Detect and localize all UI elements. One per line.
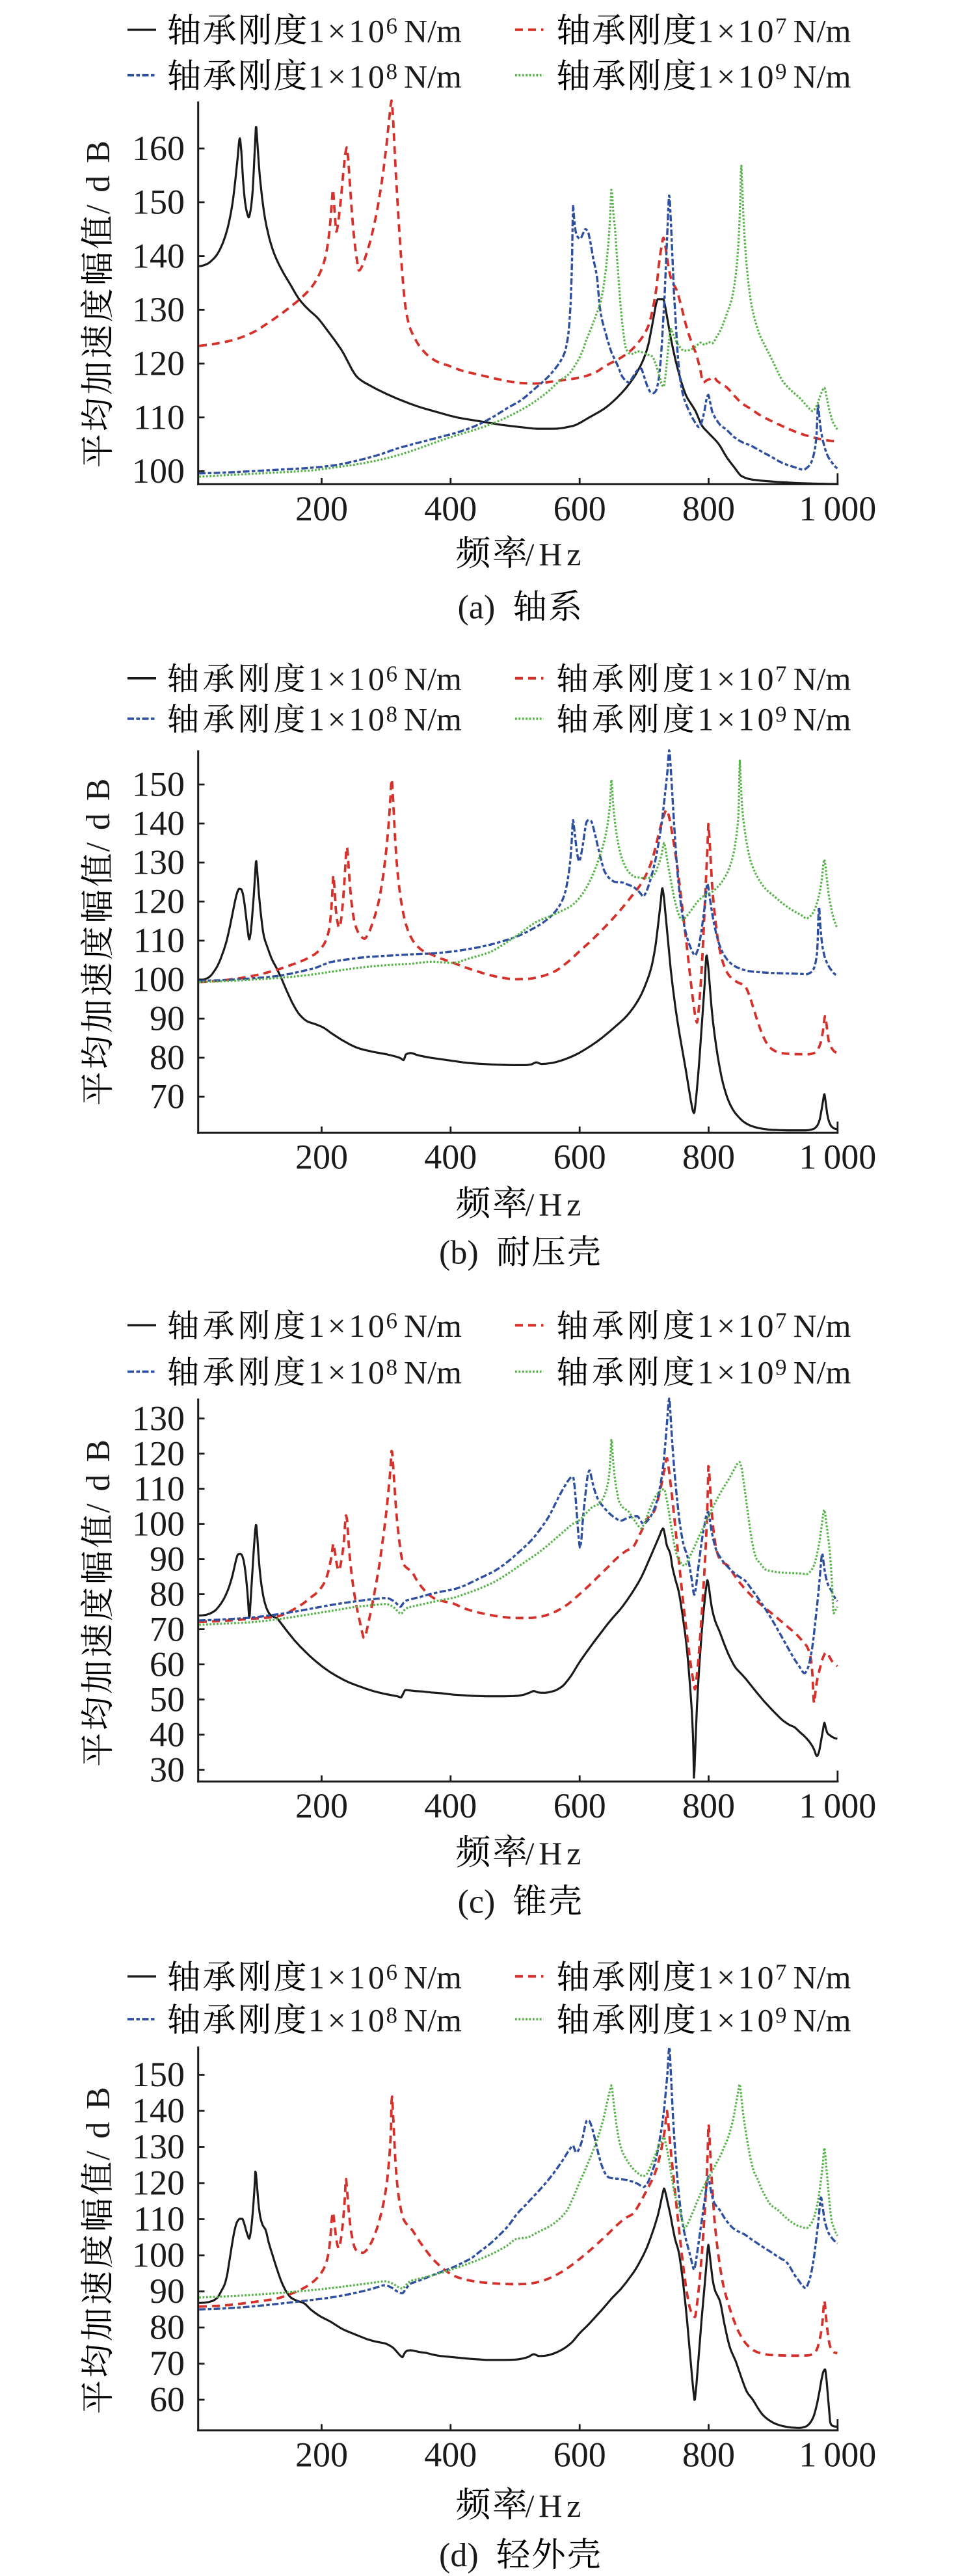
svg-text:6: 6	[386, 661, 398, 686]
svg-text:120: 120	[132, 344, 185, 383]
svg-text:8: 8	[386, 1354, 398, 1380]
svg-text:200: 200	[295, 1138, 348, 1177]
svg-text:6: 6	[386, 14, 398, 39]
svg-text:N/m: N/m	[397, 1959, 462, 1996]
svg-text:8: 8	[386, 702, 398, 727]
svg-text:200: 200	[295, 2435, 348, 2474]
svg-text:7: 7	[775, 1960, 787, 1985]
svg-text:130: 130	[132, 2127, 185, 2166]
svg-text:N/m: N/m	[787, 1959, 851, 1996]
svg-text:60: 60	[150, 2380, 185, 2419]
svg-text:60: 60	[150, 1644, 185, 1684]
svg-text:120: 120	[132, 882, 185, 921]
svg-text:N/m: N/m	[787, 59, 851, 95]
svg-text:/Hz: /Hz	[526, 2488, 581, 2524]
svg-text:70: 70	[150, 1609, 185, 1648]
svg-text:N/m: N/m	[397, 2002, 462, 2039]
svg-text:130: 130	[132, 1399, 185, 1438]
svg-text:N/m: N/m	[787, 1308, 851, 1344]
svg-text:600: 600	[553, 2435, 606, 2474]
svg-text:N/m: N/m	[787, 660, 851, 697]
svg-text:90: 90	[150, 2272, 185, 2311]
svg-text:200: 200	[295, 489, 348, 528]
svg-text:600: 600	[553, 1138, 606, 1177]
svg-text:(b): (b)	[439, 1235, 479, 1272]
svg-text:400: 400	[424, 489, 477, 528]
svg-text:140: 140	[132, 236, 185, 275]
svg-text:N/m: N/m	[397, 1308, 462, 1344]
svg-text:70: 70	[150, 1077, 185, 1116]
svg-text:N/m: N/m	[397, 13, 462, 49]
svg-text:30: 30	[150, 1750, 185, 1789]
svg-text:150: 150	[132, 765, 185, 804]
svg-text:9: 9	[775, 2003, 787, 2028]
svg-text:110: 110	[133, 921, 185, 960]
svg-text:80: 80	[150, 1574, 185, 1613]
svg-text:800: 800	[682, 489, 735, 528]
svg-text:800: 800	[682, 2435, 735, 2474]
svg-text:N/m: N/m	[787, 13, 851, 49]
svg-text:1 000: 1 000	[799, 2435, 876, 2474]
svg-text:(c): (c)	[458, 1884, 496, 1921]
svg-text:9: 9	[775, 1354, 787, 1380]
svg-text:110: 110	[133, 2199, 185, 2238]
svg-text:8: 8	[386, 59, 398, 85]
svg-text:800: 800	[682, 1138, 735, 1177]
svg-text:120: 120	[132, 2164, 185, 2203]
svg-text:7: 7	[775, 661, 787, 686]
svg-text:110: 110	[133, 397, 185, 436]
svg-text:(a): (a)	[458, 589, 496, 626]
svg-text:/Hz: /Hz	[526, 1186, 581, 1222]
svg-text:/Hz: /Hz	[526, 1835, 581, 1872]
svg-text:N/m: N/m	[787, 2002, 851, 2039]
svg-text:40: 40	[150, 1715, 185, 1754]
svg-text:N/m: N/m	[397, 701, 462, 738]
svg-text:150: 150	[132, 2055, 185, 2094]
svg-text:100: 100	[132, 2236, 185, 2275]
svg-text:100: 100	[132, 451, 185, 490]
svg-text:7: 7	[775, 1308, 787, 1334]
svg-text:90: 90	[150, 1539, 185, 1578]
svg-text:9: 9	[775, 59, 787, 85]
svg-text:N/m: N/m	[397, 59, 462, 95]
svg-text:50: 50	[150, 1680, 185, 1719]
svg-text:80: 80	[150, 2308, 185, 2347]
svg-text:6: 6	[386, 1308, 398, 1334]
svg-text:8: 8	[386, 2003, 398, 2028]
svg-text:160: 160	[132, 129, 185, 168]
svg-text:400: 400	[424, 1138, 477, 1177]
svg-text:90: 90	[150, 999, 185, 1038]
svg-text:9: 9	[775, 702, 787, 727]
svg-text:400: 400	[424, 2435, 477, 2474]
svg-text:800: 800	[682, 1786, 735, 1825]
svg-text:N/m: N/m	[397, 1354, 462, 1390]
svg-text:130: 130	[132, 290, 185, 329]
svg-text:200: 200	[295, 1786, 348, 1825]
svg-text:100: 100	[132, 960, 185, 999]
svg-text:7: 7	[775, 14, 787, 39]
svg-text:1 000: 1 000	[799, 1138, 876, 1177]
svg-text:6: 6	[386, 1960, 398, 1985]
svg-text:150: 150	[132, 183, 185, 222]
svg-text:140: 140	[132, 2091, 185, 2130]
svg-text:80: 80	[150, 1038, 185, 1077]
svg-text:600: 600	[553, 1786, 606, 1825]
svg-text:130: 130	[132, 843, 185, 882]
svg-text:140: 140	[132, 804, 185, 843]
svg-text:1 000: 1 000	[799, 1786, 876, 1825]
svg-text:110: 110	[133, 1469, 185, 1508]
svg-text:70: 70	[150, 2344, 185, 2383]
svg-text:100: 100	[132, 1504, 185, 1543]
svg-text:1 000: 1 000	[799, 489, 876, 528]
svg-text:(d): (d)	[439, 2537, 479, 2574]
svg-text:120: 120	[132, 1434, 185, 1473]
svg-text:N/m: N/m	[787, 1354, 851, 1390]
svg-text:/Hz: /Hz	[526, 536, 581, 572]
svg-text:600: 600	[553, 489, 606, 528]
svg-text:400: 400	[424, 1786, 477, 1825]
svg-text:N/m: N/m	[397, 660, 462, 697]
svg-text:N/m: N/m	[787, 701, 851, 738]
